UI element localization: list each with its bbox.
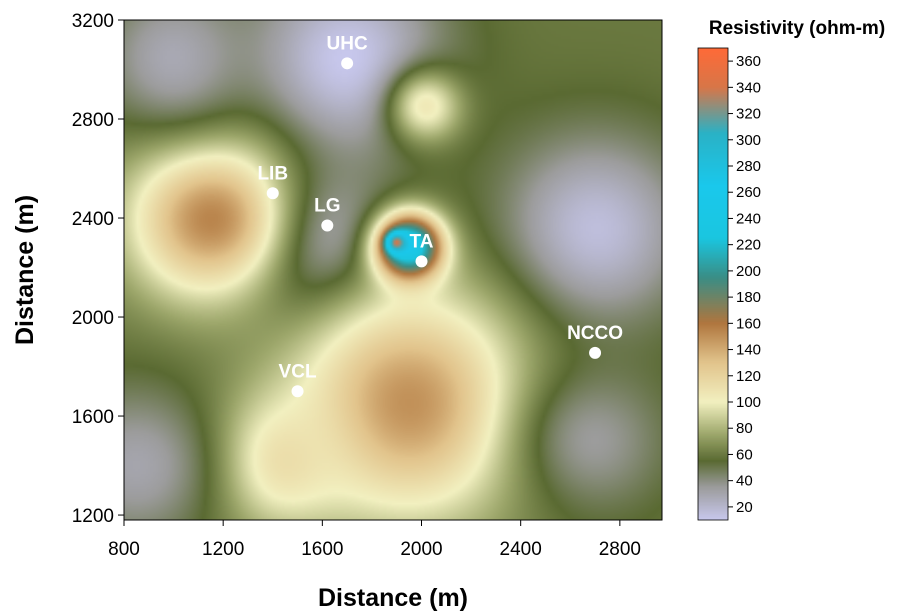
- colorbar-gradient: [698, 48, 728, 520]
- y-tick-label: 2400: [72, 209, 114, 230]
- plot-frame: [123, 19, 663, 521]
- colorbar-tick-label: 140: [736, 342, 761, 359]
- y-axis: 1200 1600 2000 2400 2800 3200: [72, 11, 124, 527]
- colorbar-tick-label: 120: [736, 368, 761, 385]
- site-markers: UHC LIB LG TA NCCO VCL: [257, 33, 623, 398]
- y-tick-label: 1600: [72, 407, 114, 428]
- x-tick-label: 2400: [500, 539, 542, 560]
- y-tick-label: 3200: [72, 11, 114, 32]
- colorbar-tick-label: 360: [736, 53, 761, 70]
- colorbar-tick-label: 180: [736, 289, 761, 306]
- site-label: TA: [410, 231, 434, 252]
- colorbar-tick-label: 240: [736, 210, 761, 227]
- site-marker: [589, 346, 602, 359]
- colorbar-tick-label: 20: [736, 499, 753, 516]
- x-axis: 800 1200 1600 2000 2400 2800: [108, 520, 641, 560]
- x-axis-title: Distance (m): [318, 584, 468, 612]
- site-marker: [321, 219, 334, 232]
- x-tick-label: 800: [108, 539, 140, 560]
- y-tick-label: 2000: [72, 308, 114, 329]
- y-axis-title: Distance (m): [11, 195, 39, 345]
- colorbar-tick-label: 280: [736, 158, 761, 175]
- colorbar-tick-label: 100: [736, 394, 761, 411]
- colorbar-frame: [697, 47, 729, 521]
- colorbar-tick-label: 40: [736, 473, 753, 490]
- site-marker: [266, 187, 279, 200]
- x-tick-label: 1200: [202, 539, 244, 560]
- site-label: LG: [314, 195, 340, 216]
- site-marker: [415, 255, 428, 268]
- resistivity-heatmap: [124, 20, 662, 520]
- colorbar-tick-label: 60: [736, 446, 753, 463]
- site-marker: [341, 57, 354, 70]
- y-tick-label: 2800: [72, 110, 114, 131]
- colorbar-tick-label: 260: [736, 184, 761, 201]
- x-tick-label: 2000: [400, 539, 442, 560]
- colorbar-title: Resistivity (ohm-m): [709, 18, 885, 39]
- site-label: NCCO: [567, 323, 623, 344]
- site-marker: [291, 385, 304, 398]
- y-tick-label: 1200: [72, 506, 114, 527]
- colorbar-tick-label: 320: [736, 106, 761, 123]
- colorbar-tick-label: 300: [736, 132, 761, 149]
- x-tick-label: 2800: [599, 539, 641, 560]
- site-label: VCL: [279, 361, 317, 382]
- colorbar-tick-label: 200: [736, 263, 761, 280]
- colorbar-tick-label: 340: [736, 79, 761, 96]
- site-label: UHC: [327, 33, 368, 54]
- x-tick-label: 1600: [301, 539, 343, 560]
- site-label: LIB: [257, 163, 288, 184]
- colorbar-ticks: 20 40 60 80 100 120 140 160 180 200 220 240 260 280 30…: [728, 53, 761, 516]
- colorbar-tick-label: 220: [736, 237, 761, 254]
- colorbar-tick-label: 80: [736, 420, 753, 437]
- colorbar-tick-label: 160: [736, 315, 761, 332]
